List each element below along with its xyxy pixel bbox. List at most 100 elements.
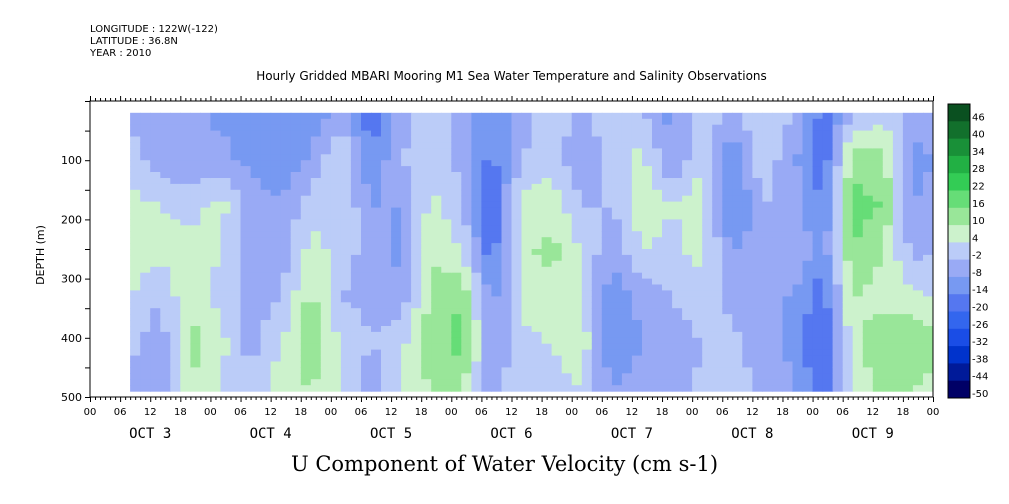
heatmap-cell bbox=[501, 148, 513, 155]
heatmap-cell bbox=[581, 249, 593, 256]
heatmap-cell bbox=[401, 249, 412, 256]
heatmap-cell bbox=[852, 112, 864, 120]
heatmap-cell bbox=[230, 124, 242, 132]
heatmap-cell bbox=[882, 343, 894, 351]
heatmap-cell bbox=[642, 349, 653, 357]
heatmap-cell bbox=[210, 160, 221, 167]
heatmap-cell bbox=[842, 231, 854, 238]
heatmap-cell bbox=[531, 367, 543, 374]
heatmap-cell bbox=[902, 249, 914, 256]
heatmap-cell bbox=[892, 278, 904, 286]
heatmap-cell bbox=[150, 284, 161, 291]
heatmap-cell bbox=[762, 231, 773, 238]
heatmap-cell bbox=[210, 331, 221, 339]
heatmap-cell bbox=[852, 302, 864, 309]
heatmap-cell bbox=[682, 355, 693, 363]
heatmap-cell bbox=[862, 195, 874, 203]
heatmap-cell bbox=[481, 148, 492, 155]
heatmap-cell bbox=[421, 160, 432, 167]
heatmap-cell bbox=[923, 172, 933, 179]
heatmap-cell bbox=[240, 249, 252, 256]
heatmap-cell bbox=[571, 343, 583, 351]
heatmap-cell bbox=[782, 237, 794, 244]
heatmap-cell bbox=[350, 201, 362, 209]
heatmap-cell bbox=[230, 331, 242, 339]
heatmap-cell bbox=[732, 237, 743, 244]
heatmap-cell bbox=[882, 385, 894, 392]
heatmap-cell bbox=[160, 260, 171, 268]
heatmap-cell bbox=[411, 243, 422, 250]
heatmap-cell bbox=[150, 130, 161, 138]
heatmap-cell bbox=[692, 278, 703, 286]
heatmap-cell bbox=[852, 343, 864, 351]
heatmap-cell bbox=[621, 337, 633, 345]
heatmap-cell bbox=[140, 148, 151, 155]
heatmap-cell bbox=[260, 284, 272, 291]
heatmap-cell bbox=[882, 379, 894, 386]
heatmap-cell bbox=[200, 237, 211, 244]
heatmap-cell bbox=[260, 195, 272, 203]
heatmap-cell bbox=[792, 367, 804, 374]
heatmap-cell bbox=[551, 189, 563, 197]
heatmap-cell bbox=[621, 331, 633, 339]
heatmap-cell bbox=[220, 207, 232, 215]
heatmap-cell bbox=[561, 178, 573, 185]
heatmap-cell bbox=[621, 160, 633, 167]
heatmap-cell bbox=[682, 166, 693, 173]
heatmap-cell bbox=[280, 379, 292, 386]
heatmap-cell bbox=[330, 361, 342, 368]
heatmap-cell bbox=[471, 331, 482, 339]
heatmap-cell bbox=[451, 136, 462, 143]
heatmap-cell bbox=[361, 136, 372, 143]
heatmap-cell bbox=[300, 213, 312, 220]
heatmap-cell bbox=[200, 355, 211, 363]
heatmap-cell bbox=[340, 231, 352, 238]
heatmap-cell bbox=[742, 148, 753, 155]
heatmap-cell bbox=[180, 284, 191, 291]
heatmap-cell bbox=[401, 207, 412, 215]
heatmap-cell bbox=[280, 249, 292, 256]
heatmap-cell bbox=[130, 130, 141, 138]
heatmap-cell bbox=[782, 290, 794, 297]
heatmap-cell bbox=[240, 254, 252, 262]
heatmap-cell bbox=[371, 314, 382, 321]
heatmap-cell bbox=[401, 308, 412, 315]
heatmap-cell bbox=[220, 367, 232, 374]
heatmap-cell bbox=[631, 284, 643, 291]
heatmap-cell bbox=[872, 148, 884, 155]
heatmap-cell bbox=[652, 178, 663, 185]
heatmap-cell bbox=[260, 231, 272, 238]
heatmap-cell bbox=[451, 243, 462, 250]
heatmap-cell bbox=[441, 160, 452, 167]
heatmap-cell bbox=[541, 373, 553, 380]
heatmap-cell bbox=[471, 124, 482, 132]
heatmap-cell bbox=[692, 124, 703, 132]
heatmap-cell bbox=[320, 219, 332, 226]
heatmap-cell bbox=[892, 237, 904, 244]
heatmap-cell bbox=[772, 326, 783, 333]
heatmap-cell bbox=[340, 302, 352, 309]
heatmap-cell bbox=[792, 326, 804, 333]
heatmap-cell bbox=[371, 243, 382, 250]
heatmap-cell bbox=[611, 361, 623, 368]
heatmap-cell bbox=[762, 142, 773, 149]
heatmap-cell bbox=[551, 361, 563, 368]
heatmap-cell bbox=[902, 213, 914, 220]
heatmap-cell bbox=[521, 266, 533, 274]
heatmap-cell bbox=[200, 373, 211, 380]
heatmap-cell bbox=[571, 136, 583, 143]
heatmap-cell bbox=[822, 189, 834, 197]
heatmap-cell bbox=[531, 302, 543, 309]
heatmap-cell bbox=[722, 266, 733, 274]
heatmap-cell bbox=[411, 112, 422, 120]
heatmap-cell bbox=[762, 130, 773, 138]
heatmap-cell bbox=[541, 195, 553, 203]
heatmap-cell bbox=[451, 367, 462, 374]
heatmap-cell bbox=[310, 373, 322, 380]
heatmap-cell bbox=[631, 260, 643, 268]
heatmap-cell bbox=[571, 349, 583, 357]
heatmap-cell bbox=[742, 331, 753, 339]
heatmap-cell bbox=[702, 130, 713, 138]
heatmap-cell bbox=[772, 337, 783, 345]
heatmap-cell bbox=[501, 254, 513, 262]
